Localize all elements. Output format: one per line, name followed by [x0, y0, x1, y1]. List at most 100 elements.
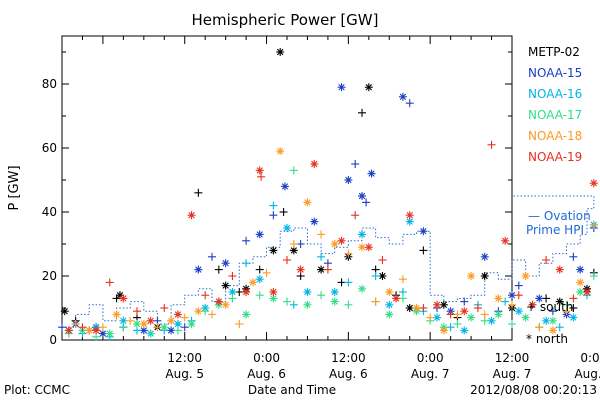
north-point	[303, 288, 312, 296]
south-point	[119, 323, 128, 332]
south-point	[569, 294, 578, 303]
south-point	[542, 294, 551, 303]
north-point	[364, 83, 373, 92]
north-point	[480, 252, 489, 261]
north-point	[378, 272, 387, 280]
south-point	[405, 99, 414, 108]
x-tick-date-label: Aug. 8	[574, 367, 600, 381]
north-point	[248, 278, 257, 287]
south-point	[535, 323, 544, 332]
north-point	[521, 272, 530, 280]
north-point	[589, 179, 598, 188]
south-point	[337, 278, 346, 287]
south-point	[71, 320, 80, 328]
south-point	[146, 329, 155, 338]
north-point	[105, 329, 114, 338]
x-tick-date-label: Aug. 5	[165, 367, 204, 381]
legend-entry-noaa-19: NOAA-19	[528, 150, 582, 164]
south-point	[153, 323, 162, 332]
north-point	[146, 316, 155, 325]
south-point	[78, 323, 87, 332]
south-point	[514, 281, 523, 290]
north-point	[221, 281, 230, 290]
north-point	[576, 278, 585, 287]
south-point	[201, 291, 210, 300]
south-point	[378, 256, 387, 264]
south-point	[283, 297, 291, 306]
footer-plot-credit: Plot: CCMC	[4, 383, 70, 397]
footer-timestamp: 2012/08/08 00:20:13	[470, 383, 597, 397]
south-point	[289, 166, 298, 175]
y-axis-label: P [GW]	[7, 165, 22, 210]
y-axis: 0 20 40 60 80	[42, 51, 512, 347]
south-point	[542, 256, 551, 264]
north-point	[398, 92, 407, 101]
north-point	[358, 243, 366, 252]
north-point	[385, 300, 394, 309]
south-point	[548, 307, 557, 316]
north-point	[542, 316, 551, 325]
x-tick-time-label: 12:00	[167, 351, 202, 365]
north-point	[412, 304, 421, 312]
south-point	[257, 172, 266, 181]
south-point	[514, 291, 523, 300]
south-point	[201, 307, 210, 316]
north-point	[494, 310, 503, 319]
south-point	[460, 297, 469, 306]
south-point	[426, 313, 435, 322]
north-point	[392, 294, 401, 303]
data-points	[58, 48, 598, 341]
south-point	[98, 323, 107, 332]
north-point	[514, 307, 523, 316]
south-point	[242, 259, 251, 268]
south-point	[214, 265, 223, 274]
north-point	[160, 323, 169, 332]
south-point	[446, 310, 455, 319]
north-point	[194, 265, 203, 274]
south-point	[453, 320, 462, 328]
south-point	[262, 268, 271, 277]
south-point	[569, 252, 578, 261]
south-point	[160, 304, 169, 312]
south-point	[371, 297, 380, 306]
south-point	[589, 272, 598, 280]
north-point	[85, 326, 94, 335]
south-point	[419, 246, 428, 255]
south-point	[279, 208, 288, 216]
north-point	[330, 297, 339, 306]
north-point	[221, 259, 230, 268]
x-tick-time-label: 12:00	[495, 351, 530, 365]
north-point	[569, 313, 578, 322]
north-point	[337, 83, 346, 92]
x-axis-label: Date and Time	[248, 383, 336, 397]
south-point	[180, 313, 189, 322]
south-point	[371, 272, 380, 280]
north-point	[269, 288, 278, 296]
legend-ovation-line1: — Ovation	[528, 209, 591, 223]
north-point	[194, 307, 203, 316]
north-point	[119, 294, 128, 303]
north-point	[467, 313, 476, 322]
x-tick-date-label: Aug. 6	[247, 367, 286, 381]
north-point	[330, 288, 339, 296]
x-axis: 12:00 Aug. 5 0:00 Aug. 6 12:00 Aug. 6 0:00 Aug.…	[61, 36, 600, 381]
south-point	[508, 300, 516, 309]
north-point	[242, 310, 251, 319]
south-point	[105, 278, 114, 287]
north-point	[64, 326, 73, 335]
north-point	[187, 320, 196, 328]
north-point	[296, 265, 305, 274]
north-point	[112, 310, 121, 319]
south-point	[344, 249, 353, 258]
south-point	[398, 294, 407, 303]
north-point	[337, 236, 346, 245]
x-tick-date-label: Aug. 6	[329, 367, 368, 381]
south-point	[453, 310, 462, 319]
y-tick-label: 60	[42, 141, 57, 155]
north-point	[433, 300, 441, 309]
north-point	[535, 294, 544, 303]
north-point	[187, 211, 196, 220]
north-point	[487, 316, 496, 325]
north-point	[367, 169, 376, 178]
